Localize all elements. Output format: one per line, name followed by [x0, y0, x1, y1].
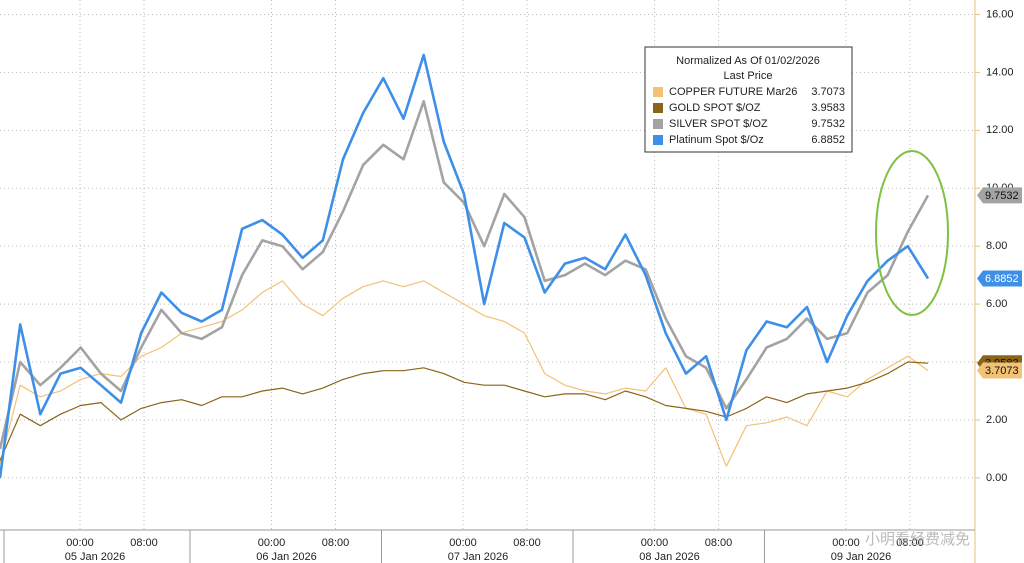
x-axis-band: [0, 530, 975, 563]
x-tick-label: 08:00: [130, 537, 158, 549]
y-tick-label: 14.00: [986, 66, 1014, 78]
series-line: [0, 100, 930, 450]
series-line: [0, 361, 929, 461]
legend-title: Normalized As Of 01/02/2026: [676, 55, 820, 67]
series-line: [0, 280, 929, 467]
x-date-label: 07 Jan 2026: [448, 551, 509, 563]
x-tick-label: 00:00: [832, 537, 860, 549]
x-tick-label: 08:00: [513, 537, 541, 549]
legend-box: [644, 46, 853, 153]
y-tick-label: 0.00: [986, 472, 1007, 484]
legend-value: 3.9583: [811, 102, 845, 114]
legend: Normalized As Of 01/02/2026 Last Price C…: [644, 46, 853, 153]
legend-swatch: [653, 119, 663, 129]
x-tick-label: 08:00: [322, 537, 350, 549]
x-tick-label: 00:00: [66, 537, 94, 549]
legend-subtitle: Last Price: [724, 70, 773, 82]
legend-swatch: [653, 87, 663, 97]
value-tag-label: 9.7532: [985, 190, 1019, 202]
x-tick-label: 00:00: [641, 537, 669, 549]
series-line: [0, 53, 930, 479]
x-date-label: 08 Jan 2026: [639, 551, 700, 563]
watermark: 小明看经费减免: [865, 531, 970, 548]
highlight-ellipse: [875, 150, 949, 316]
legend-value: 3.7073: [811, 86, 845, 98]
value-tag: [977, 187, 1022, 204]
y-tick-label: 6.00: [986, 298, 1007, 310]
value-tag-label: 6.8852: [985, 273, 1019, 285]
x-date-label: 06 Jan 2026: [256, 551, 317, 563]
legend-value: 9.7532: [811, 118, 845, 130]
x-tick-label: 00:00: [449, 537, 477, 549]
value-tag: [977, 270, 1022, 287]
y-tick-label: 16.00: [986, 8, 1014, 20]
legend-label: SILVER SPOT $/OZ: [669, 118, 768, 130]
value-tag: [977, 362, 1022, 379]
legend-value: 6.8852: [811, 134, 845, 146]
y-tick-label: 8.00: [986, 240, 1007, 252]
legend-label: Platinum Spot $/Oz: [669, 134, 764, 146]
legend-swatch: [653, 135, 663, 145]
legend-label: COPPER FUTURE Mar26: [669, 86, 797, 98]
x-date-label: 09 Jan 2026: [831, 551, 892, 563]
value-tag-label: 3.7073: [985, 365, 1019, 377]
y-tick-label: 12.00: [986, 124, 1014, 136]
legend-label: GOLD SPOT $/OZ: [669, 102, 761, 114]
x-tick-label: 08:00: [896, 537, 924, 549]
x-date-label: 05 Jan 2026: [65, 551, 126, 563]
y-tick-label: 2.00: [986, 414, 1007, 426]
legend-swatch: [653, 103, 663, 113]
x-tick-label: 00:00: [258, 537, 286, 549]
x-tick-label: 08:00: [705, 537, 733, 549]
